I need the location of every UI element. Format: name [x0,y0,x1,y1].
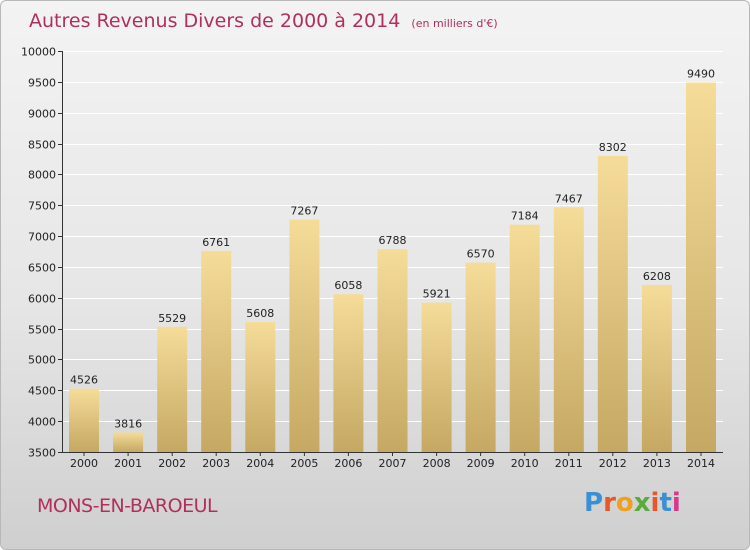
y-tick-label: 6500 [28,262,56,275]
logo-letter: t [659,488,672,518]
bar [113,432,144,452]
data-label: 4526 [70,374,98,387]
proxiti-logo[interactable]: Proxiti [584,488,681,518]
x-tick-label: 2013 [643,457,671,470]
data-label: 7267 [290,205,318,218]
bar [465,262,496,452]
logo-letter: x [633,488,651,518]
x-tick-label: 2011 [555,457,583,470]
x-tick-label: 2003 [202,457,230,470]
bar [597,155,628,453]
y-tick-label: 4000 [28,416,56,429]
commune-name: MONS-EN-BAROEUL [37,495,218,517]
logo-letter: o [615,488,634,518]
bar [641,284,672,452]
y-tick-label: 7500 [28,200,56,213]
data-label: 7467 [555,192,583,205]
data-label: 7184 [511,210,539,223]
bar [69,388,99,452]
logo-letter: r [603,488,616,518]
data-label: 6788 [379,234,407,247]
chart-title: Autres Revenus Divers de 2000 à 2014 [29,10,401,32]
x-tick-label: 2010 [511,457,539,470]
y-tick-label: 10000 [21,46,56,59]
y-tick-label: 9500 [28,77,56,90]
bar [245,322,276,452]
y-tick-label: 3500 [28,447,56,460]
x-tick-label: 2000 [70,457,98,470]
bar [157,326,188,452]
x-tick-label: 2009 [467,457,495,470]
bar [377,249,408,452]
bar [289,219,320,452]
y-tick-label: 7000 [28,231,56,244]
logo-letter: i [671,488,681,518]
data-label: 5921 [423,288,451,301]
bar [509,224,540,452]
data-label: 6058 [334,279,362,292]
x-tick-label: 2004 [246,457,274,470]
x-tick-label: 2014 [687,457,715,470]
axes [58,51,723,456]
labels: 3500 4000 4500 5000 5500 6000 6500 7000 7500 8000… [21,46,715,471]
y-tick-label: 9000 [28,108,56,121]
data-label: 6208 [643,270,671,283]
bar [553,207,584,452]
y-tick-label: 4500 [28,385,56,398]
y-tick-label: 6000 [28,293,56,306]
title-block: Autres Revenus Divers de 2000 à 2014 (en… [29,10,498,32]
bar [421,302,452,452]
y-tick-label: 8000 [28,169,56,182]
x-tick-label: 2005 [290,457,318,470]
chart-subtitle: (en milliers d'€) [411,17,498,30]
x-tick-label: 2006 [334,457,362,470]
y-tick-label: 8500 [28,139,56,152]
logo-letter: i [650,488,660,518]
data-label: 3816 [114,418,142,431]
data-label: 8302 [599,141,627,154]
x-tick-label: 2007 [379,457,407,470]
y-tick-label: 5500 [28,324,56,337]
x-tick-label: 2001 [114,457,142,470]
y-tick-label: 5000 [28,354,56,367]
data-label: 5529 [158,312,186,325]
bar [686,82,716,452]
data-label: 6761 [202,236,230,249]
logo-letter: P [584,488,604,518]
data-label: 9490 [687,68,715,81]
x-tick-label: 2002 [158,457,186,470]
data-label: 5608 [246,307,274,320]
x-tick-label: 2008 [423,457,451,470]
x-tick-label: 2012 [599,457,627,470]
data-label: 6570 [467,248,495,261]
bar [333,294,364,452]
bar [201,250,232,452]
bars [69,82,716,453]
